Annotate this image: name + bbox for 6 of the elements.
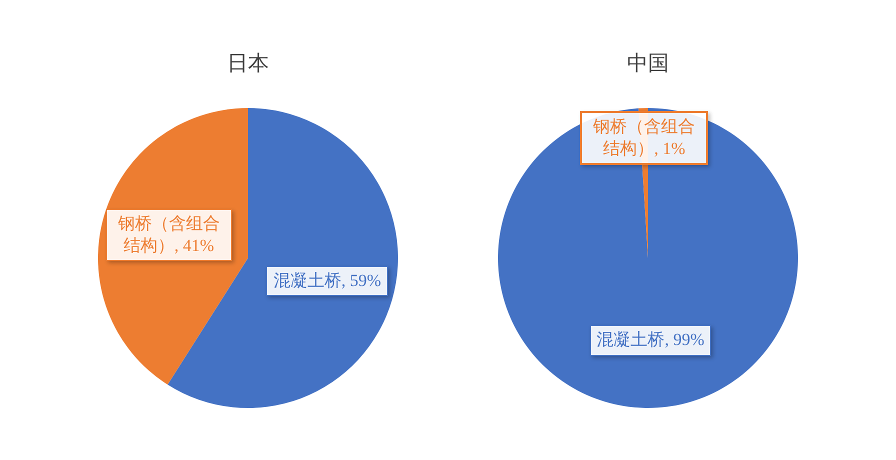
slice-label: 混凝土桥, 99% (590, 325, 712, 356)
slice-label: 钢桥（含组合结构）, 1% (580, 110, 708, 166)
slice-label: 混凝土桥, 59% (266, 266, 388, 296)
chart-title: 中国 (627, 51, 669, 75)
slice-label: 钢桥（含组合结构）, 41% (106, 208, 232, 262)
chart-title: 日本 (227, 51, 269, 75)
